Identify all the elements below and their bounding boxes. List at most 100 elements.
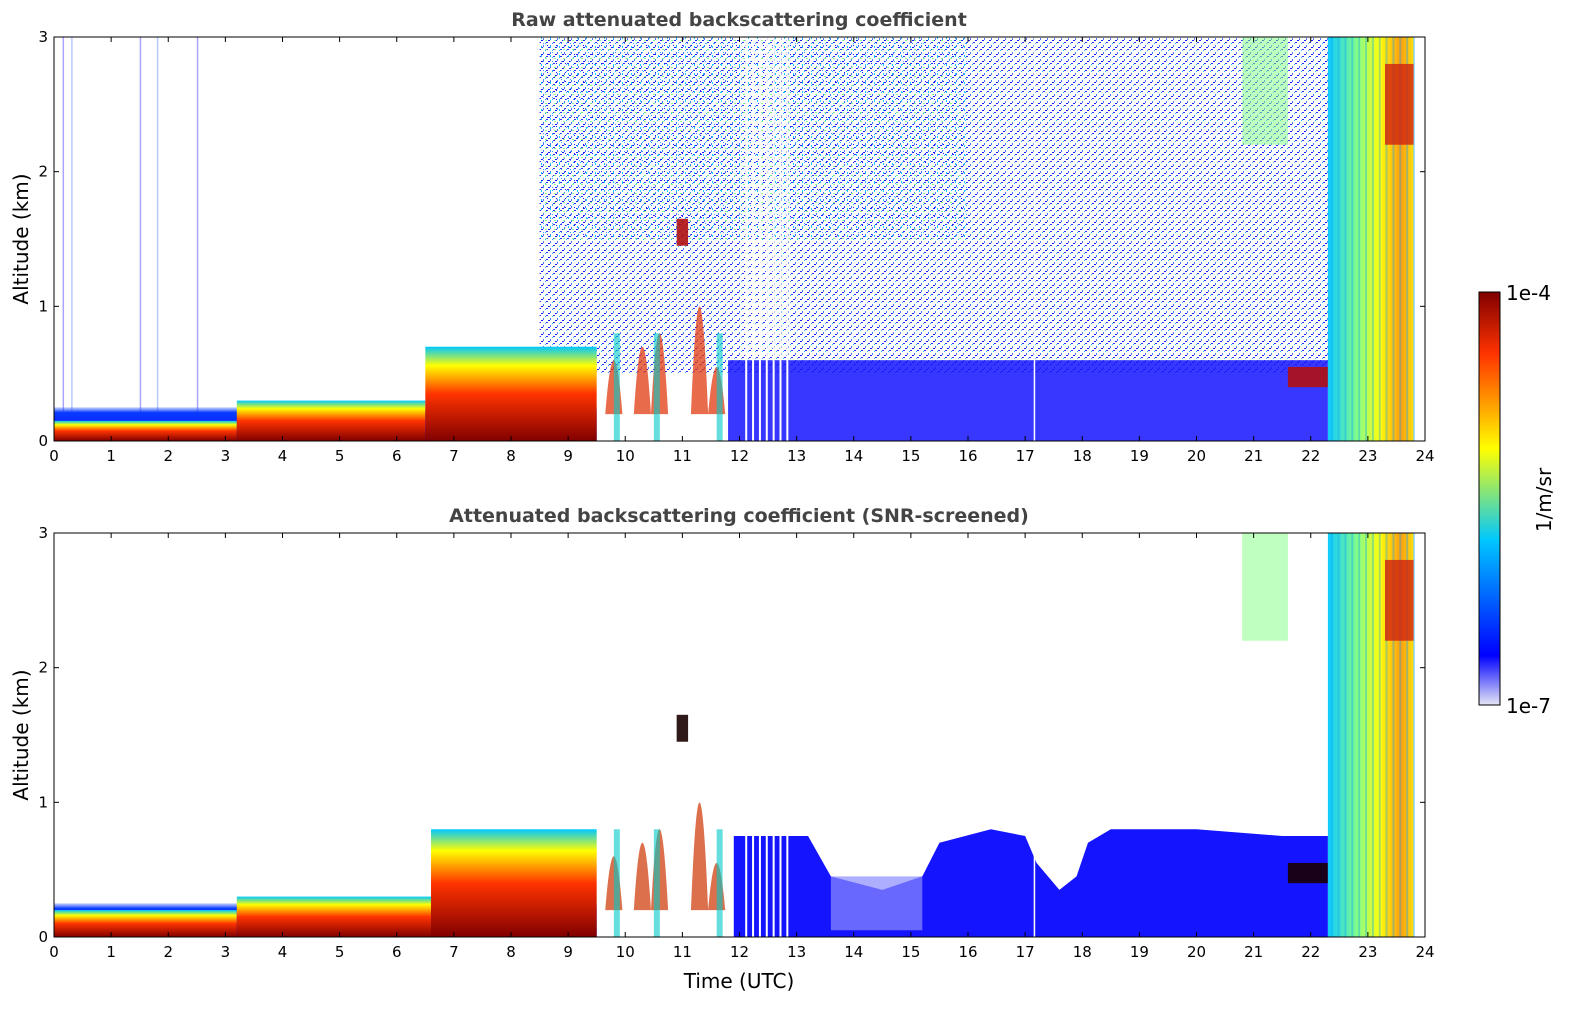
x-tick-label: 7 [449,447,459,465]
x-tick-label: 24 [1415,447,1434,465]
upper-cloud [1242,37,1288,145]
raw-backscatter-panel: Raw attenuated backscattering coefficien… [9,9,1435,465]
cloud-stripe [1392,37,1395,441]
aerosol-stripe [613,333,620,441]
cloud-core [1385,559,1414,641]
missing-data-stripe [765,37,768,441]
x-tick-label: 15 [901,447,920,465]
x-tick-label: 21 [1244,447,1263,465]
x-tick-label: 24 [1415,943,1434,961]
cloud-stripe [1378,37,1381,441]
noise-streak [71,37,73,415]
y-axis-label: Altitude (km) [9,173,33,304]
x-tick-label: 18 [1073,447,1092,465]
x-tick-label: 19 [1130,447,1149,465]
y-axis-label: Altitude (km) [9,669,33,800]
cloud-stripe [1399,37,1402,441]
missing-data-stripe [745,836,748,937]
x-tick-label: 3 [221,447,231,465]
x-tick-label: 23 [1358,447,1377,465]
x-tick-label: 13 [787,447,806,465]
heatmap-field [54,37,1416,441]
colorbar-unit-label: 1/m/sr [1532,467,1556,532]
x-tick-label: 5 [335,447,345,465]
cloud-stripe [1385,37,1388,441]
colorbar-min-label: 1e-7 [1506,694,1551,718]
y-tick-label: 3 [38,28,48,46]
cloud-stripe [1365,533,1368,937]
aerosol-stripe [653,829,660,937]
missing-data-stripe [779,836,782,937]
cloud-stripe [1330,37,1333,441]
boundary-layer-feature [236,896,432,937]
noise-streak [196,37,199,415]
cloud-feature [676,714,689,742]
x-tick-label: 9 [563,447,573,465]
cloud-core [1385,63,1414,145]
x-tick-label: 9 [563,943,573,961]
colorbar-max-label: 1e-4 [1506,281,1551,305]
heatmap-field [54,533,1416,937]
x-tick-label: 14 [844,943,863,961]
boundary-layer-feature [54,420,237,441]
missing-data-stripe [1033,37,1036,441]
x-tick-label: 8 [506,447,516,465]
x-tick-label: 20 [1187,447,1206,465]
missing-data-stripe [1033,836,1036,937]
x-tick-label: 1 [106,943,116,961]
cloud-stripe [1358,37,1361,441]
convective-plume [633,842,651,911]
boundary-layer-feature [425,346,597,441]
noise-streak [156,37,159,415]
x-tick-label: 23 [1358,943,1377,961]
x-tick-label: 22 [1301,447,1320,465]
aerosol-stripe [716,333,723,441]
cloud-stripe [1358,533,1361,937]
cloud-stripe [1365,37,1368,441]
upper-cloud [1242,533,1288,641]
cloud-stripe [1351,37,1354,441]
convective-plume [690,306,709,415]
cloud-stripe [1344,533,1347,937]
missing-data-stripe [765,836,768,937]
x-tick-label: 18 [1073,943,1092,961]
boundary-layer-feature [236,400,426,441]
cloud-stripe [1399,533,1402,937]
boundary-layer-feature [54,910,237,937]
x-tick-label: 20 [1187,943,1206,961]
colorbar: 1e-4 1e-7 1/m/sr [1478,281,1556,718]
y-tick-label: 0 [38,928,48,946]
x-tick-label: 16 [958,943,977,961]
boundary-layer-feature [431,829,597,937]
x-tick-label: 6 [392,447,402,465]
cloud-feature [1287,366,1328,388]
missing-data-stripe [758,836,761,937]
x-tick-label: 13 [787,943,806,961]
x-tick-label: 10 [616,447,635,465]
x-tick-label: 4 [278,447,288,465]
cloud-stripe [1413,37,1416,441]
x-axis-label: Time (UTC) [683,969,795,993]
cloud-stripe [1392,533,1395,937]
x-tick-label: 16 [958,447,977,465]
x-tick-label: 0 [49,943,59,961]
x-axis-ticks: 0 1 2 3 4 5 6 7 8 9 10 11 12 13 14 15 16 17 18 19 20 21 22 23 24 [49,533,1435,961]
y-tick-label: 3 [38,524,48,542]
aerosol-stripe [613,829,620,937]
colorbar-gradient [1478,291,1501,706]
cloud-stripe [1371,37,1374,441]
cloud-stripe [1406,37,1409,441]
x-tick-label: 0 [49,447,59,465]
weak-signal-region [830,876,923,931]
x-tick-label: 2 [163,943,173,961]
x-tick-label: 17 [1016,943,1035,961]
x-tick-label: 15 [901,943,920,961]
aerosol-stripe [716,829,723,937]
cloud-stripe [1371,533,1374,937]
x-tick-label: 21 [1244,943,1263,961]
missing-data-stripe [745,37,748,441]
x-tick-label: 5 [335,943,345,961]
x-tick-label: 17 [1016,447,1035,465]
x-axis-ticks: 0 1 2 3 4 5 6 7 8 9 10 11 12 13 14 15 16 17 18 19 20 21 22 23 24 [49,37,1435,465]
